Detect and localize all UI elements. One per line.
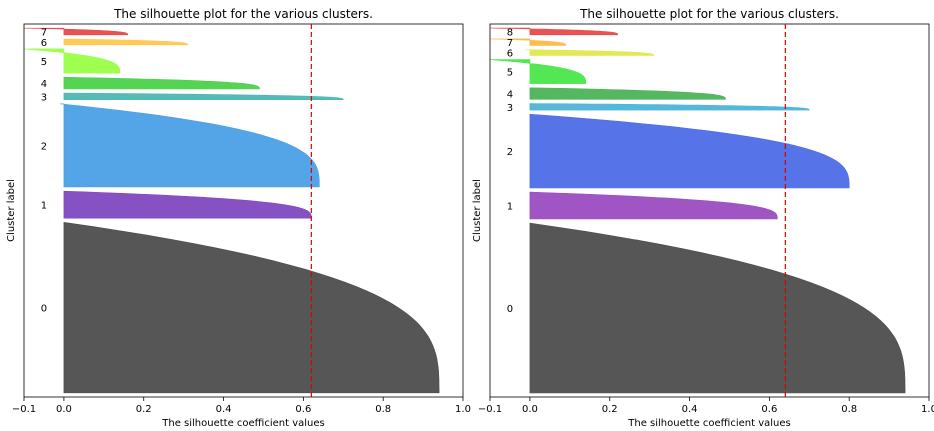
cluster-silhouette-7 (489, 38, 567, 46)
y-axis-label: Cluster label (6, 179, 17, 242)
x-tick-label: 0.4 (216, 404, 232, 415)
x-tick-label: 0.6 (295, 404, 311, 415)
x-axis-label: The silhouette coefficient values (627, 418, 791, 429)
plot-frame (23, 23, 464, 398)
x-tick-label: 0.0 (56, 404, 72, 415)
x-tick-label: 0.4 (682, 404, 698, 415)
cluster-silhouette-5 (23, 48, 121, 74)
cluster-silhouette-0 (529, 222, 906, 394)
x-tick-label: −0.1 (12, 404, 36, 415)
x-tick-label: 0.0 (522, 404, 538, 415)
cluster-label-1: 1 (507, 202, 513, 213)
cluster-label-0: 0 (507, 304, 513, 315)
cluster-silhouette-0 (63, 222, 440, 394)
x-tick-label: 0.2 (136, 404, 152, 415)
cluster-silhouette-3 (529, 103, 810, 111)
x-tick-label: 0.8 (375, 404, 391, 415)
cluster-silhouette-7 (23, 27, 129, 36)
cluster-silhouette-8 (489, 27, 618, 36)
cluster-silhouette-5 (489, 59, 587, 84)
cluster-label-1: 1 (41, 201, 47, 212)
chart-panel-2: 0 1 2 3 4 5 678 −0.1 0.0 0.2 0.4 0.6 0.8 1.0 The silho… (472, 7, 934, 429)
cluster-label-6: 6 (41, 38, 47, 49)
cluster-silhouette-6 (63, 38, 188, 46)
cluster-silhouette-2 (59, 103, 320, 188)
plot-frame (489, 23, 930, 398)
cluster-label-5: 5 (41, 57, 47, 68)
chart-panel-1: 0 1 2 3 4 5 67 −0.1 0.0 0.2 0.4 0.6 0.8 1.0 The silhou… (6, 7, 471, 429)
cluster-label-7: 7 (507, 38, 513, 49)
cluster-label-5: 5 (507, 68, 513, 79)
cluster-silhouette-4 (529, 87, 726, 100)
cluster-silhouette-1 (63, 190, 312, 219)
cluster-label-4: 4 (507, 90, 513, 101)
cluster-silhouette-2 (529, 113, 850, 189)
cluster-label-4: 4 (41, 79, 47, 90)
x-tick-label: 0.2 (602, 404, 618, 415)
chart-title: The silhouette plot for the various clus… (113, 7, 373, 21)
cluster-silhouette-6 (525, 49, 654, 56)
cluster-label-3: 3 (41, 92, 47, 103)
y-axis-label: Cluster label (472, 179, 483, 242)
x-tick-label: 0.8 (841, 404, 857, 415)
x-tick-label: 0.6 (761, 404, 777, 415)
x-axis-label: The silhouette coefficient values (161, 418, 325, 429)
x-tick-label: 1.0 (455, 404, 471, 415)
chart-title: The silhouette plot for the various clus… (579, 7, 839, 21)
cluster-label-0: 0 (41, 304, 47, 315)
cluster-label-7: 7 (41, 27, 47, 38)
cluster-label-6: 6 (507, 49, 513, 60)
cluster-silhouette-4 (63, 76, 260, 90)
cluster-silhouette-1 (529, 191, 778, 220)
cluster-silhouette-3 (63, 92, 344, 100)
x-tick-label: 1.0 (921, 404, 934, 415)
cluster-label-2: 2 (41, 141, 47, 152)
cluster-label-3: 3 (507, 103, 513, 114)
cluster-label-8: 8 (507, 27, 513, 38)
x-tick-label: −0.1 (478, 404, 502, 415)
cluster-label-2: 2 (507, 147, 513, 158)
